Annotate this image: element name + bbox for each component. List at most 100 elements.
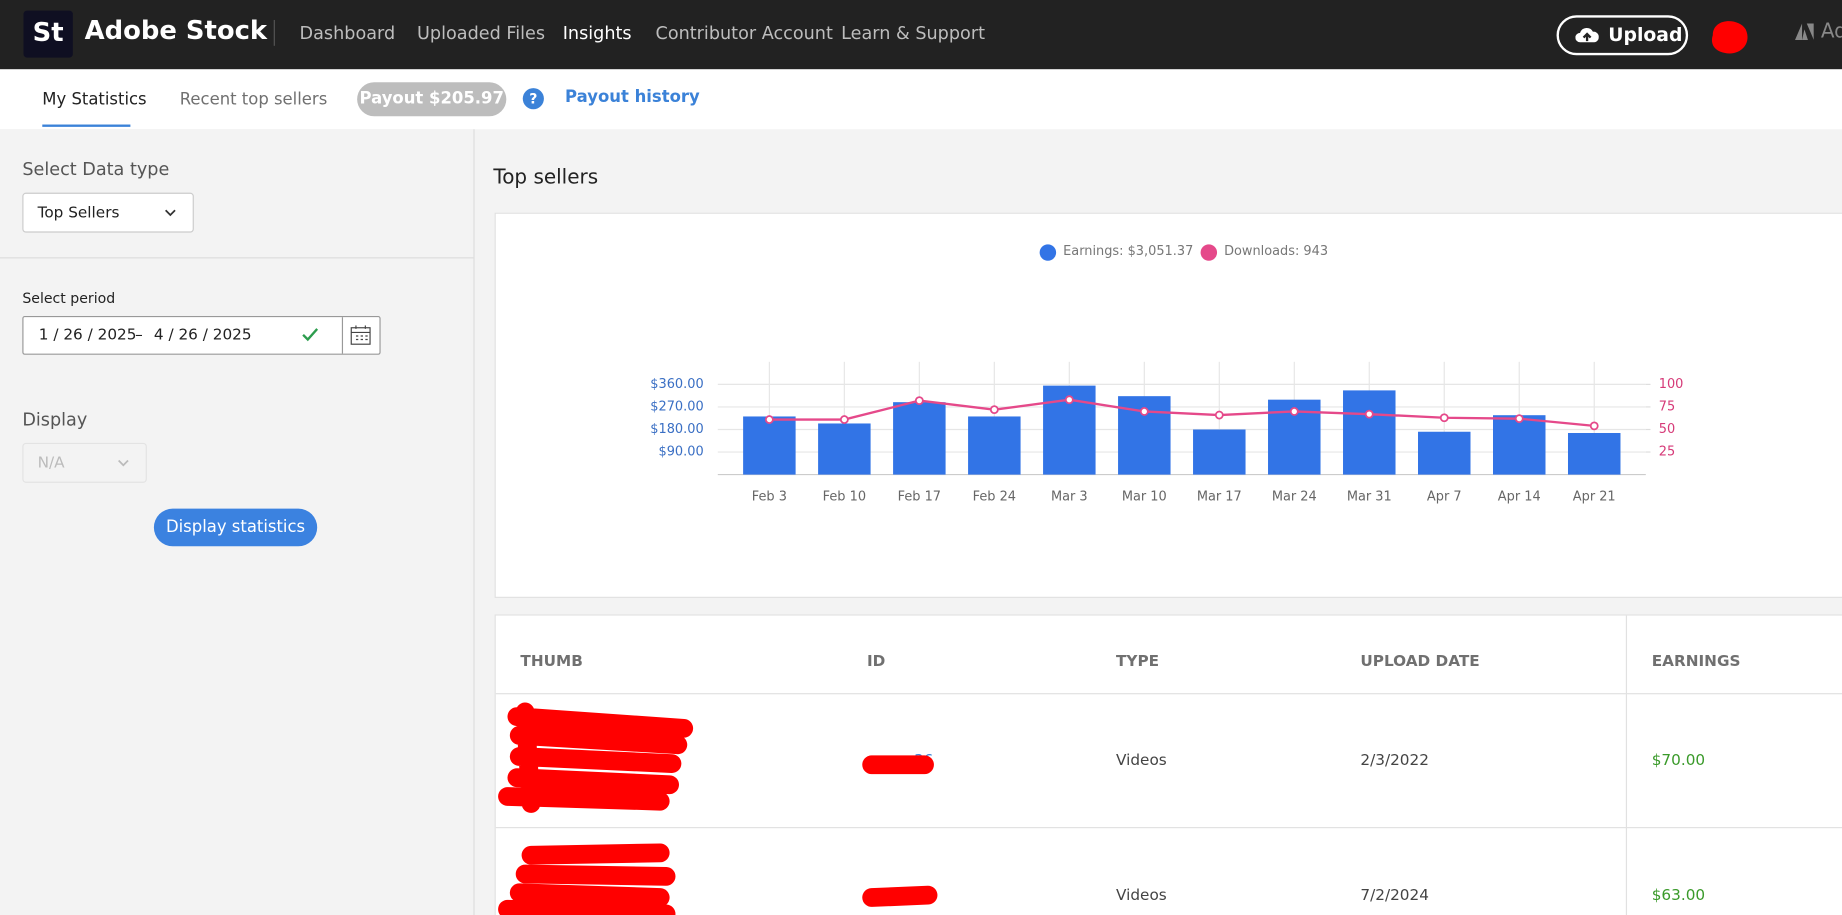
dropdown-value: N/A (38, 455, 65, 473)
table-card: THUMB ID TYPE UPLOAD DATE EARNINGS 36 Vi… (495, 614, 1842, 915)
divider (0, 257, 473, 258)
column-header: UPLOAD DATE (1360, 653, 1479, 671)
column-header: THUMB (520, 653, 582, 671)
y2-tick-label: 100 (1659, 377, 1684, 392)
bar (1418, 432, 1470, 475)
x-tick-label: Feb 10 (823, 489, 866, 504)
line-point (1591, 422, 1598, 429)
label: Select period (22, 290, 115, 306)
payout-badge: Payout $205.97 (357, 82, 506, 116)
x-tick-label: Feb 3 (752, 489, 787, 504)
tab-bar: My Statistics Recent top sellers Payout … (0, 69, 1842, 129)
line-point (766, 416, 773, 423)
end-date[interactable]: 4 / 26 / 2025 (154, 327, 252, 345)
column-header: ID (867, 653, 885, 671)
redaction (1703, 12, 1756, 59)
y-tick-label: $90.00 (659, 445, 704, 460)
line-point (1441, 414, 1448, 421)
label: Select Data type (22, 159, 169, 180)
payout-history-link[interactable]: Payout history (565, 88, 700, 107)
x-tick-label: Apr 14 (1498, 489, 1541, 504)
nav-item[interactable]: Uploaded Files (417, 22, 545, 43)
line-point (1291, 408, 1298, 415)
asset-type: Videos (1116, 887, 1167, 905)
line-point (991, 406, 998, 413)
calendar-icon[interactable] (350, 325, 371, 345)
date-range[interactable]: 1 / 26 / 2025 – 4 / 26 / 2025 (22, 316, 380, 355)
redaction (496, 698, 966, 915)
y-tick-label: $180.00 (650, 422, 703, 437)
column-divider (1626, 616, 1627, 915)
bar (1493, 415, 1545, 474)
dropdown[interactable]: Top Sellers (22, 193, 194, 233)
x-tick-label: Mar 10 (1122, 489, 1167, 504)
legend-label: Earnings: $3,051.37 (1063, 244, 1193, 259)
logo[interactable]: St (23, 11, 72, 58)
bar (1568, 433, 1620, 475)
y2-tick-label: 25 (1659, 445, 1675, 460)
bar (1343, 390, 1395, 474)
x-tick-label: Apr 21 (1573, 489, 1616, 504)
chevron (117, 458, 129, 467)
nav-item[interactable]: Dashboard (300, 22, 396, 43)
line-point (1516, 415, 1523, 422)
line-point (1366, 411, 1373, 418)
brand[interactable]: Adobe Stock (85, 16, 268, 45)
divider (274, 20, 275, 46)
asset-type: Videos (1116, 752, 1167, 770)
chart: $90.00$180.00$270.00$360.00255075100Feb … (496, 214, 1842, 597)
section-title: Top sellers (493, 166, 598, 189)
bar (1193, 429, 1245, 474)
line-point (916, 397, 923, 404)
column-header: EARNINGS (1652, 653, 1741, 671)
upload-icon (1575, 26, 1598, 45)
check-icon (302, 328, 318, 342)
upload-date: 7/2/2024 (1360, 887, 1429, 905)
legend-swatch (1201, 244, 1217, 260)
display-button[interactable]: Display statistics (154, 509, 317, 547)
help-icon[interactable]: ? (523, 88, 544, 109)
legend-label: Downloads: 943 (1224, 244, 1328, 259)
x-tick-label: Mar 24 (1272, 489, 1317, 504)
start-date[interactable]: 1 / 26 / 2025 (39, 327, 137, 345)
line-point (1141, 408, 1148, 415)
upload-label: Upload (1608, 23, 1682, 45)
tab-indicator (42, 125, 130, 127)
x-tick-label: Mar 17 (1197, 489, 1242, 504)
bar (743, 416, 795, 474)
upload-button[interactable]: Upload (1557, 15, 1689, 55)
label: Display (22, 409, 87, 430)
y-tick-label: $360.00 (650, 377, 703, 392)
bar (968, 416, 1020, 474)
range-dash: – (135, 327, 143, 345)
dropdown-value: Top Sellers (38, 204, 120, 222)
column-header: TYPE (1116, 653, 1159, 671)
nav-item[interactable]: Contributor Account (656, 22, 833, 43)
chevron (164, 208, 176, 217)
divider (342, 317, 343, 353)
nav-item[interactable]: Learn & Support (841, 22, 985, 43)
upload-date: 2/3/2022 (1360, 752, 1429, 770)
y2-tick-label: 50 (1659, 422, 1675, 437)
line-point (1216, 412, 1223, 419)
earnings: $70.00 (1652, 752, 1705, 770)
x-tick-label: Mar 3 (1051, 489, 1088, 504)
nav-item[interactable]: Insights (563, 22, 632, 43)
sidebar: Select Data type Top Sellers Select peri… (0, 129, 475, 915)
line-point (841, 416, 848, 423)
y-tick-label: $270.00 (650, 399, 703, 414)
chart-card: $90.00$180.00$270.00$360.00255075100Feb … (495, 213, 1842, 598)
adobe-icon (1795, 22, 1814, 41)
x-tick-label: Feb 24 (973, 489, 1016, 504)
tab[interactable]: Recent top sellers (180, 90, 328, 109)
x-tick-label: Feb 17 (898, 489, 941, 504)
adobe-link[interactable]: Adobe (1821, 20, 1842, 43)
bar (893, 402, 945, 474)
legend-swatch (1040, 244, 1056, 260)
tab[interactable]: My Statistics (42, 90, 146, 109)
row-divider (496, 693, 1842, 694)
x-tick-label: Mar 31 (1347, 489, 1392, 504)
bar (818, 423, 870, 474)
